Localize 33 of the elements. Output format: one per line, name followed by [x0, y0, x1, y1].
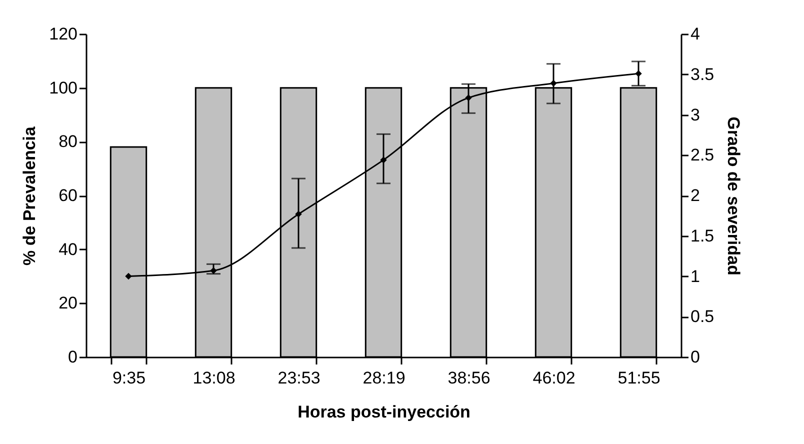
point — [550, 80, 557, 87]
x-tick-label: 23:53 — [278, 368, 320, 388]
x-tick-label: 13:08 — [192, 368, 236, 388]
point — [380, 156, 387, 164]
y-axis-title: % de Prevalencia — [20, 126, 40, 266]
y2-tick-label: 0 — [690, 348, 700, 366]
y-tick-label: 120 — [49, 24, 78, 44]
y2-tick-label: 2.5 — [690, 146, 714, 165]
point — [635, 70, 642, 77]
y2-tick-label: 3.5 — [690, 64, 714, 84]
y-tick-label: 100 — [49, 78, 78, 98]
x-tick-label: 28:19 — [362, 368, 406, 388]
y-tick-label: 40 — [58, 240, 78, 259]
y2-tick-label: 1.5 — [690, 226, 714, 246]
x-tick-label: 46:02 — [532, 368, 576, 388]
y-tick-label: 20 — [58, 294, 78, 313]
y2-tick-label: 2 — [690, 186, 700, 205]
y-tick-label: 80 — [58, 132, 78, 152]
point — [295, 210, 302, 218]
x-tick-label: 51:55 — [618, 368, 660, 388]
y-tick-label: 60 — [58, 186, 78, 205]
y2-tick-label: 0.5 — [690, 307, 714, 326]
point — [125, 272, 132, 280]
y2-axis-title: Grado de severidad — [724, 116, 744, 276]
y2-tick-label: 1 — [690, 266, 700, 286]
point — [465, 94, 472, 102]
point — [210, 267, 217, 274]
y2-tick-label: 3 — [690, 105, 700, 124]
x-tick-label: 38:56 — [448, 368, 490, 388]
y-tick-label: 0 — [68, 348, 78, 366]
x-tick-label: 9:35 — [112, 368, 146, 388]
x-axis-title: Horas post-inyección — [298, 402, 470, 422]
y2-tick-label: 4 — [690, 24, 700, 44]
